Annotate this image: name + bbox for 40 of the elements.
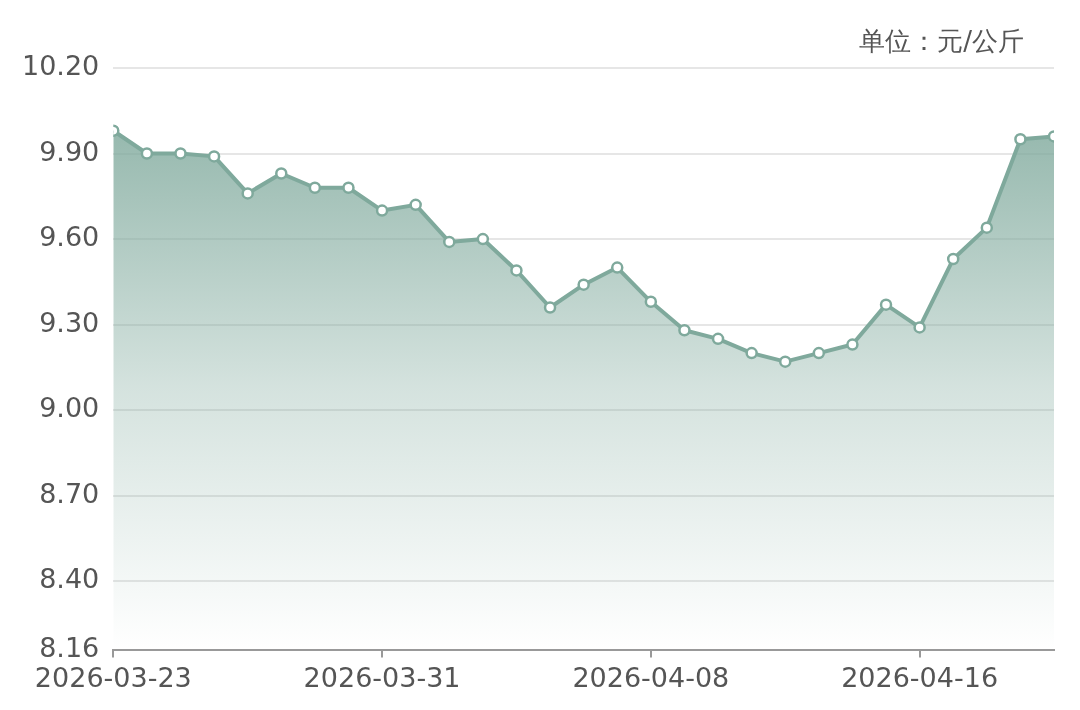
x-tick-label: 2026-03-23 [34, 661, 192, 693]
y-tick-label: 9.60 [39, 221, 100, 253]
text: 单位：元/公斤 [859, 25, 1024, 56]
point [812, 346, 826, 360]
point [846, 338, 859, 351]
point [207, 150, 221, 163]
point [980, 221, 994, 234]
y-tick-label: 8.40 [39, 563, 100, 595]
x-tick-label: 2026-04-08 [572, 661, 730, 693]
point [275, 167, 288, 180]
point [409, 198, 422, 212]
y-tick-label: 9.30 [39, 306, 100, 338]
point [308, 181, 322, 194]
y-tick-label: 8.70 [39, 477, 100, 509]
y-tick-label: 8.16 [39, 631, 100, 663]
point [510, 264, 523, 277]
y-tick-label: 9.00 [39, 392, 100, 424]
point [443, 235, 456, 249]
point [644, 295, 658, 309]
point [577, 278, 590, 291]
point [678, 324, 691, 337]
x-tick-label: 2026-04-16 [841, 661, 999, 693]
point [745, 346, 758, 360]
point [241, 187, 254, 200]
point [1014, 133, 1027, 146]
point [543, 301, 557, 314]
point [610, 261, 624, 274]
point [946, 252, 960, 266]
point [140, 147, 154, 160]
point [879, 298, 893, 311]
point [913, 321, 926, 334]
point [778, 355, 792, 368]
point [174, 147, 187, 160]
point [342, 181, 355, 194]
x-tick-label: 2026-03-31 [303, 661, 461, 693]
point [711, 332, 725, 346]
y-tick-label: 10.20 [22, 50, 100, 82]
point [476, 232, 490, 246]
point [375, 204, 389, 217]
y-tick-label: 9.90 [39, 135, 100, 167]
